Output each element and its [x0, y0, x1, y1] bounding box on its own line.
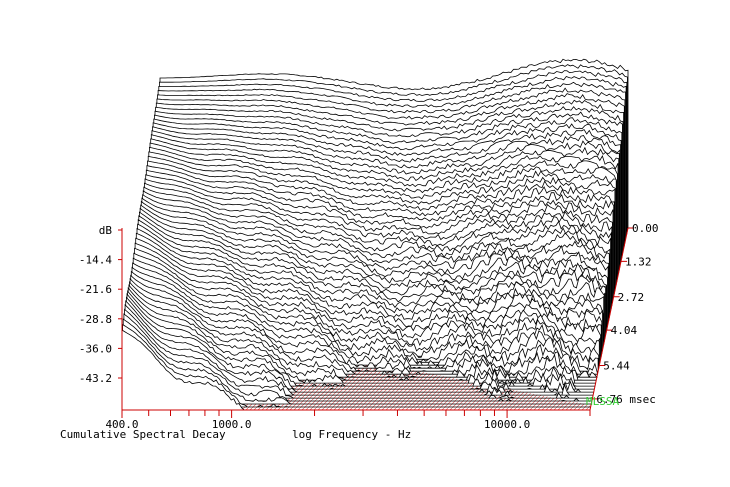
chart-title: Cumulative Spectral Decay [60, 428, 226, 441]
x-axis-label: log Frequency - Hz [292, 428, 411, 441]
y-tick-label: -43.2 [79, 372, 112, 385]
y-ticks: dB -14.4 -21.6 -28.8 -36.0 -43.2 [79, 224, 122, 385]
y-tick-label: -14.4 [79, 254, 112, 267]
x-tick-label: 1000.0 [212, 418, 252, 431]
x-ticks: 400.0 1000.0 10000.0 [105, 410, 591, 431]
decay-slice-line [126, 293, 595, 388]
z-ticks: 0.00 1.32 2.72 4.04 5.44 6.76 msec [592, 222, 659, 406]
y-tick-label: dB [99, 224, 113, 237]
y-tick-label: -28.8 [79, 313, 112, 326]
y-tick-label: -36.0 [79, 342, 112, 355]
z-tick-label: 2.72 [618, 291, 645, 304]
mlssa-brand: MLSSA [586, 395, 619, 408]
z-tick-label: 4.04 [611, 324, 638, 337]
y-tick-label: -21.6 [79, 283, 112, 296]
z-tick-label: 6.76 msec [596, 393, 656, 406]
z-axis-line [589, 227, 629, 411]
decay-slices [121, 58, 629, 411]
x-tick-label: 10000.0 [484, 418, 530, 431]
z-tick-label: 1.32 [625, 255, 652, 268]
z-tick-label: 5.44 [603, 360, 630, 373]
z-tick-label: 0.00 [632, 222, 659, 235]
x-tick-label: 400.0 [105, 418, 138, 431]
